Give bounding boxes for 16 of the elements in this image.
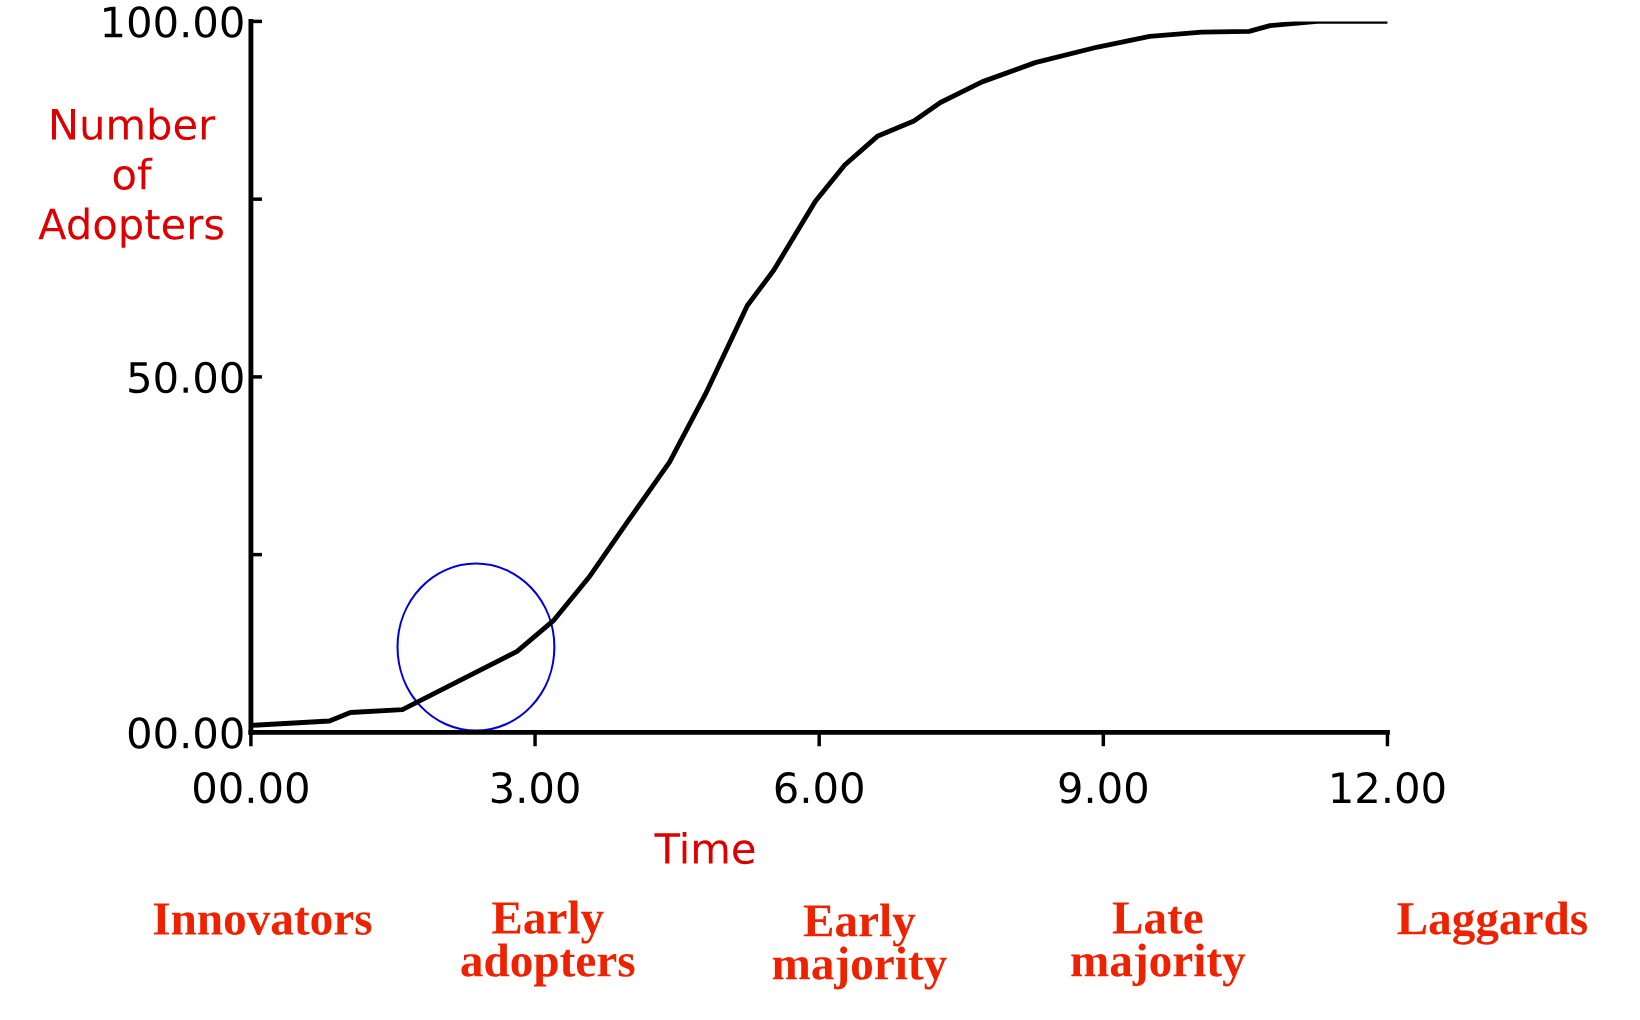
text: Innovators xyxy=(153,903,372,935)
y-tick-label: 50.00 xyxy=(129,361,243,394)
x-tick-label: 12.00 xyxy=(1332,771,1445,804)
y-tick-label: 00.00 xyxy=(128,717,243,749)
x-axis-title: Time xyxy=(654,831,755,865)
line-series xyxy=(251,21,1388,728)
y-axis-title: Number of Adopters xyxy=(38,107,224,248)
x-tick-label: 3.00 xyxy=(491,771,579,804)
text: Laggards xyxy=(1397,901,1588,945)
text: Early majority xyxy=(772,903,947,990)
x-tick-label: 00.00 xyxy=(194,771,308,804)
y-tick-label: 100.00 xyxy=(104,6,243,38)
text: Late majority xyxy=(1071,902,1246,987)
x-tick-label: 6.00 xyxy=(775,771,863,804)
x-tick-label: 9.00 xyxy=(1059,771,1147,804)
text: Early adopters xyxy=(461,900,635,987)
